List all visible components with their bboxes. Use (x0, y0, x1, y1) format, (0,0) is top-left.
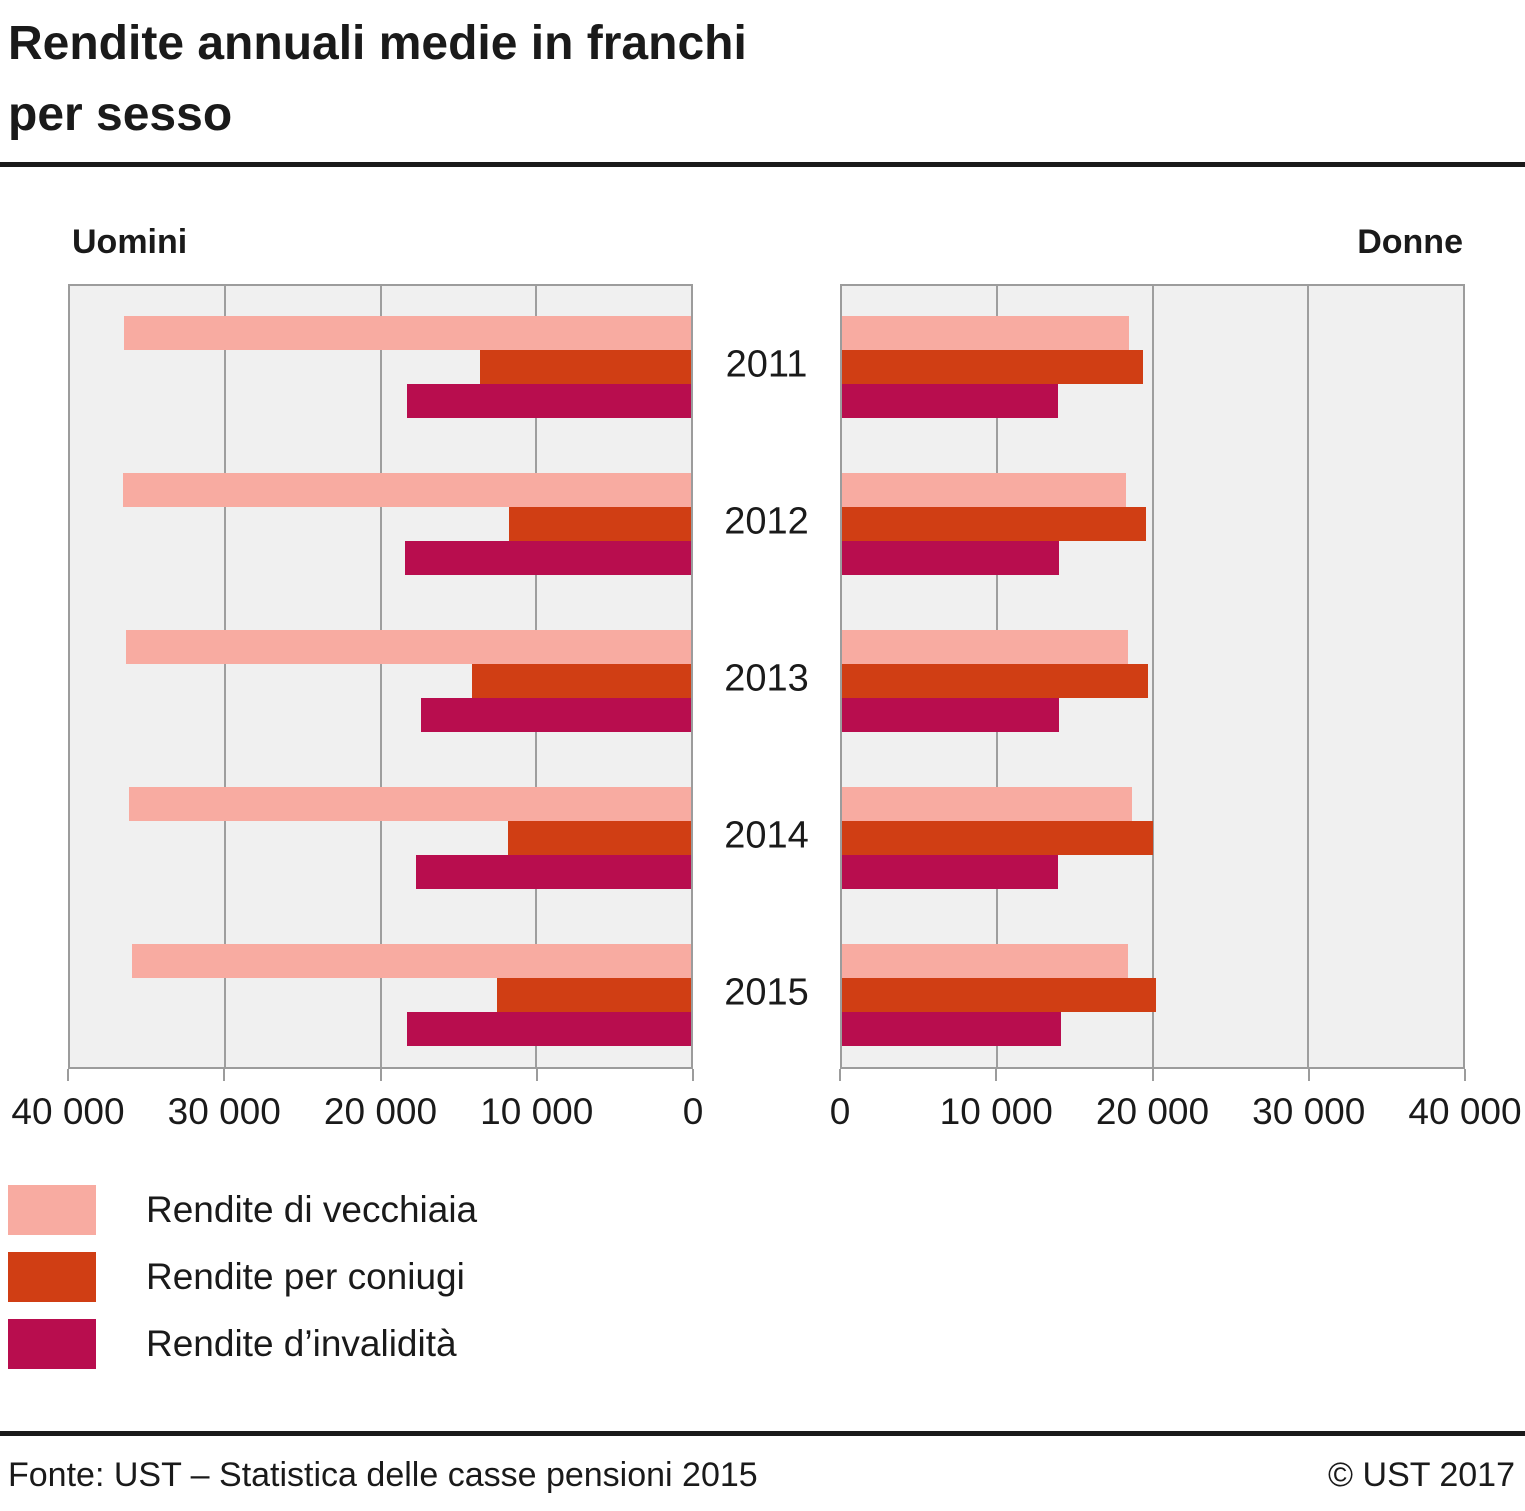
legend-item-invalidita: Rendite d’invalidità (8, 1319, 1525, 1369)
tick-label: 0 (682, 1091, 704, 1132)
tick-mark (223, 1069, 226, 1081)
bar-donne-2012-s0 (842, 473, 1127, 507)
bar-uomini-2013-s0 (125, 630, 691, 664)
tick-label: 10 000 (480, 1091, 594, 1132)
title-block: Rendite annuali medie in franchi per ses… (0, 0, 1525, 150)
legend-label-coniugi: Rendite per coniugi (146, 1256, 465, 1297)
bar-donne-2011-s0 (842, 316, 1130, 350)
axis-donne: 0 10 000 20 000 30 000 40 000 (830, 1069, 1522, 1141)
footer-divider (0, 1431, 1525, 1436)
gridline (379, 286, 382, 1067)
year-labels-column: 2011 2012 2013 2014 2015 (693, 284, 840, 1069)
footer-copyright: © UST 2017 (1328, 1456, 1515, 1494)
bar-uomini-2015-s2 (406, 1012, 691, 1046)
bar-uomini-2015-s0 (132, 944, 691, 978)
bar-uomini-2011-s0 (124, 316, 691, 350)
bar-uomini-2011-s2 (406, 384, 691, 418)
tick-label: 30 000 (167, 1091, 281, 1132)
bar-uomini-2014-s0 (129, 787, 691, 821)
year-label-2011: 2011 (725, 343, 808, 386)
charts-row: 2011 2012 2013 2014 2015 (68, 284, 1525, 1069)
panel-labels: Uomini Donne (0, 223, 1525, 262)
bar-uomini-2014-s1 (507, 821, 691, 855)
legend: Rendite di vecchiaia Rendite per coniugi… (0, 1185, 1525, 1369)
bar-uomini-2012-s0 (122, 473, 691, 507)
tick-label: 40 000 (11, 1091, 125, 1132)
tick-mark (995, 1069, 998, 1081)
tick-label: 20 000 (323, 1091, 438, 1132)
panel-label-uomini: Uomini (72, 223, 188, 261)
page-title-line-2: per sesso (8, 88, 233, 141)
tick-mark (67, 1069, 69, 1081)
plot-uomini (68, 284, 693, 1069)
bar-uomini-2013-s2 (420, 698, 691, 732)
bar-donne-2014-s0 (842, 787, 1133, 821)
plot-donne (840, 284, 1465, 1069)
tick-mark (379, 1069, 382, 1081)
tick-label: 0 (829, 1091, 851, 1132)
legend-swatch-vecchiaia (8, 1185, 96, 1235)
gridline (1306, 286, 1309, 1067)
bar-donne-2013-s2 (842, 698, 1060, 732)
bar-donne-2011-s2 (842, 384, 1058, 418)
tick-label: 30 000 (1252, 1091, 1366, 1132)
footer: Fonte: UST – Statistica delle casse pens… (0, 1431, 1525, 1511)
tick-mark (1464, 1069, 1466, 1081)
tick-mark (1307, 1069, 1310, 1081)
tick-label: 10 000 (939, 1091, 1053, 1132)
bar-uomini-2015-s1 (496, 978, 691, 1012)
legend-label-vecchiaia: Rendite di vecchiaia (146, 1189, 478, 1230)
bar-donne-2012-s1 (842, 507, 1147, 541)
bar-donne-2014-s1 (842, 821, 1153, 855)
tick-mark (692, 1069, 694, 1081)
title-divider (0, 162, 1525, 167)
legend-swatch-coniugi (8, 1252, 96, 1302)
bar-donne-2013-s0 (842, 630, 1128, 664)
axis-uomini: 40 000 30 000 20 000 10 000 0 (11, 1069, 703, 1141)
year-label-2013: 2013 (724, 657, 809, 700)
tick-mark (839, 1069, 841, 1081)
bar-uomini-2012-s1 (509, 507, 691, 541)
gridline (224, 286, 227, 1067)
bar-donne-2014-s2 (842, 855, 1058, 889)
year-label-2012: 2012 (724, 500, 809, 543)
bar-donne-2011-s1 (842, 350, 1144, 384)
tick-label: 20 000 (1095, 1091, 1210, 1132)
bar-uomini-2011-s1 (479, 350, 691, 384)
legend-item-coniugi: Rendite per coniugi (8, 1252, 1525, 1302)
panel-label-donne: Donne (1357, 223, 1463, 261)
tick-label: 40 000 (1408, 1091, 1522, 1132)
page-title-line-1: Rendite annuali medie in franchi (8, 17, 747, 70)
bar-uomini-2014-s2 (416, 855, 691, 889)
bar-donne-2015-s2 (842, 1012, 1061, 1046)
bar-uomini-2012-s2 (405, 541, 691, 575)
axis-spacer (693, 1069, 840, 1141)
gridline (1151, 286, 1154, 1067)
bar-donne-2013-s1 (842, 664, 1148, 698)
footer-source: Fonte: UST – Statistica delle casse pens… (8, 1456, 758, 1494)
legend-swatch-invalidita (8, 1319, 96, 1369)
bar-uomini-2013-s1 (472, 664, 691, 698)
axes-row: 40 000 30 000 20 000 10 000 0 0 10 000 20 000 3… (11, 1069, 1525, 1141)
tick-mark (1151, 1069, 1154, 1081)
legend-label-invalidita: Rendite d’invalidità (146, 1323, 457, 1364)
bar-donne-2015-s1 (842, 978, 1156, 1012)
bar-donne-2015-s0 (842, 944, 1128, 978)
year-label-2014: 2014 (724, 814, 809, 857)
tick-mark (535, 1069, 538, 1081)
legend-item-vecchiaia: Rendite di vecchiaia (8, 1185, 1525, 1235)
year-label-2015: 2015 (724, 971, 809, 1014)
bar-donne-2012-s2 (842, 541, 1060, 575)
